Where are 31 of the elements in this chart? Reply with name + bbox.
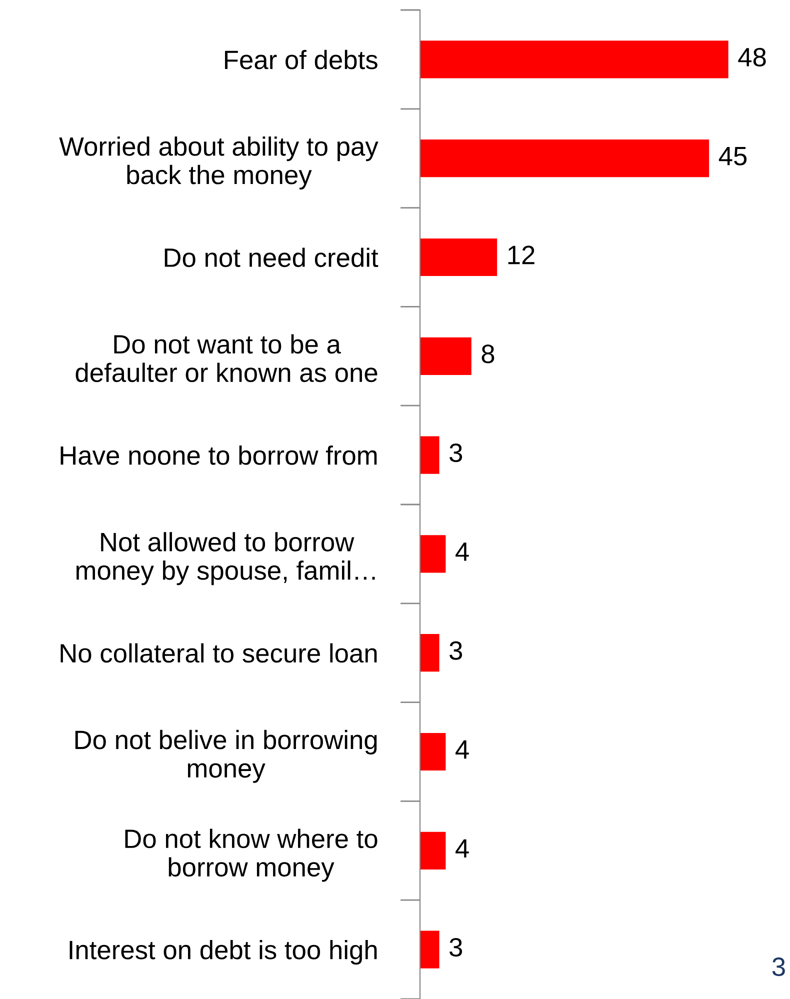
data-label: 4 — [456, 839, 469, 858]
y-tick-label: Do not need credit — [164, 248, 378, 268]
bar — [420, 337, 472, 375]
y-tick-label: No collateral to secure loan — [60, 643, 377, 663]
text: 3 — [772, 957, 785, 976]
data-label: 8 — [482, 344, 494, 364]
y-tick-label: Fear of debts — [225, 50, 378, 70]
bar — [420, 140, 710, 178]
data-label: 3 — [450, 641, 462, 660]
bar — [420, 40, 728, 78]
bar — [420, 436, 440, 474]
y-tick-label: Do not know where to borrow money — [125, 828, 378, 882]
bar — [420, 535, 446, 573]
data-label: 4 — [456, 740, 469, 759]
y-tick-label: Have noone to borrow from — [60, 445, 377, 465]
data-label: 3 — [450, 443, 462, 462]
bar — [420, 634, 440, 672]
y-tick-label: Not allowed to borrow money by spouse, famil… — [76, 532, 375, 586]
bar — [420, 930, 440, 968]
y-tick-label: Worried about ability to pay back the money — [59, 136, 378, 190]
data-label: 45 — [718, 147, 747, 166]
data-label: 12 — [508, 246, 534, 264]
data-label: 48 — [738, 48, 766, 67]
data-label: 3 — [450, 938, 462, 957]
bar — [420, 832, 446, 870]
data-label: 4 — [456, 542, 469, 561]
bar — [420, 238, 498, 276]
y-tick-label: Do not belive in borrowing money — [75, 730, 377, 783]
y-tick-label: Interest on debt is too high — [70, 940, 377, 965]
y-tick-label: Do not want to be a defaulter or known as one — [76, 334, 378, 382]
bar — [420, 732, 446, 771]
